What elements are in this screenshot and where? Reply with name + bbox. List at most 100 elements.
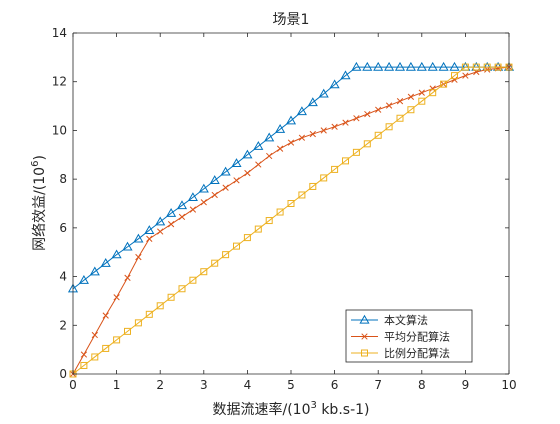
- data-point-0-4: [111, 249, 122, 259]
- data-point-2-13: [211, 259, 219, 267]
- x-tick-label-8: 8: [418, 378, 426, 392]
- data-point-2-6: [134, 319, 142, 327]
- y-tick-label-2: 4: [59, 270, 67, 284]
- data-point-2-32: [418, 97, 426, 105]
- y-tick-label-7: 14: [52, 26, 67, 40]
- data-point-2-25: [342, 157, 349, 165]
- data-point-2-24: [331, 165, 339, 173]
- data-point-1-4: [113, 294, 120, 301]
- data-point-1-28: [375, 106, 382, 113]
- data-point-2-7: [145, 310, 153, 318]
- legend-entry-2: 比例分配算法: [351, 346, 450, 360]
- data-point-0-5: [122, 241, 133, 251]
- data-point-0-2: [89, 266, 100, 276]
- x-tick-label-5: 5: [287, 378, 295, 392]
- data-point-0-20: [285, 115, 297, 125]
- legend-label-0: 本文算法: [384, 313, 428, 327]
- data-point-2-10: [178, 285, 186, 293]
- data-point-2-16: [243, 234, 251, 242]
- data-point-2-17: [254, 225, 262, 233]
- chart-title: 场景1: [273, 12, 310, 28]
- data-point-0-17: [253, 141, 264, 150]
- x-tick-label-0: 0: [69, 378, 77, 392]
- data-point-0-8: [155, 216, 166, 226]
- data-point-2-12: [200, 268, 208, 276]
- data-point-1-7: [146, 235, 153, 242]
- data-point-2-3: [102, 344, 110, 352]
- data-point-1-14: [222, 184, 229, 191]
- data-point-0-22: [307, 97, 318, 107]
- data-point-1-22: [309, 130, 316, 138]
- data-point-0-12: [198, 183, 209, 193]
- data-point-0-9: [166, 208, 177, 217]
- data-point-1-27: [364, 110, 371, 118]
- data-point-1-1: [80, 351, 88, 358]
- y-axis-title-prefix: 网络效益/(10: [32, 167, 48, 251]
- data-point-0-19: [275, 124, 286, 133]
- data-point-2-31: [407, 106, 415, 114]
- data-point-0-23: [318, 88, 329, 98]
- data-point-0-21: [296, 106, 307, 116]
- data-point-1-10: [178, 213, 186, 221]
- data-point-1-2: [91, 331, 98, 339]
- data-point-2-37: [472, 63, 480, 71]
- data-point-1-30: [396, 98, 404, 105]
- x-tick-label-7: 7: [374, 378, 382, 392]
- data-point-1-32: [418, 89, 425, 96]
- legend-entry-0: 本文算法: [351, 313, 428, 327]
- data-point-2-34: [440, 80, 448, 88]
- x-tick-label-2: 2: [156, 378, 164, 392]
- y-tick-label-0: 0: [59, 367, 67, 381]
- x-axis-title-exponent: 3: [311, 400, 317, 411]
- data-point-0-24: [329, 79, 340, 89]
- data-point-1-15: [233, 177, 240, 184]
- x-tick-label-9: 9: [462, 378, 470, 392]
- data-point-2-33: [429, 89, 437, 97]
- data-point-2-36: [461, 63, 469, 71]
- data-point-0-25: [340, 70, 351, 80]
- x-tick-label-10: 10: [501, 378, 516, 392]
- data-point-1-16: [244, 169, 251, 177]
- data-point-2-23: [320, 174, 328, 182]
- data-point-1-11: [189, 206, 197, 213]
- data-point-0-10: [176, 200, 188, 210]
- x-axis-title-suffix: kb.s-1): [317, 402, 370, 418]
- data-point-1-24: [331, 123, 338, 130]
- data-point-1-12: [200, 199, 207, 206]
- data-point-2-38: [483, 63, 491, 71]
- data-point-1-38: [484, 66, 491, 73]
- data-point-0-30: [394, 61, 406, 71]
- legend-marker-0: [359, 314, 370, 324]
- data-point-2-19: [276, 208, 284, 216]
- data-point-0-13: [209, 175, 220, 185]
- data-point-0-16: [242, 149, 253, 159]
- data-point-1-29: [385, 102, 393, 109]
- data-point-1-3: [102, 312, 109, 319]
- legend-marker-1: [361, 333, 368, 340]
- data-point-2-9: [167, 293, 175, 301]
- legend-label-1: 平均分配算法: [384, 330, 450, 344]
- data-point-1-35: [451, 76, 458, 83]
- data-point-1-25: [342, 119, 349, 126]
- y-axis-title-suffix: ): [32, 155, 48, 160]
- data-point-0-14: [220, 166, 231, 176]
- data-point-0-3: [100, 257, 111, 267]
- y-tick-label-4: 8: [59, 172, 67, 186]
- data-point-2-15: [233, 242, 240, 250]
- data-point-1-8: [157, 228, 164, 235]
- data-point-2-21: [298, 191, 306, 199]
- data-point-2-11: [189, 276, 197, 284]
- legend-label-2: 比例分配算法: [384, 346, 450, 360]
- x-tick-label-3: 3: [200, 378, 208, 392]
- data-point-0-1: [78, 275, 89, 284]
- y-tick-label-3: 6: [59, 221, 67, 235]
- y-tick-label-5: 10: [52, 123, 67, 137]
- x-axis-title-prefix: 数据流速率/(10: [213, 401, 311, 418]
- data-point-2-28: [374, 131, 382, 139]
- data-point-1-21: [298, 134, 306, 141]
- data-point-0-11: [187, 192, 198, 202]
- data-point-1-20: [287, 139, 295, 146]
